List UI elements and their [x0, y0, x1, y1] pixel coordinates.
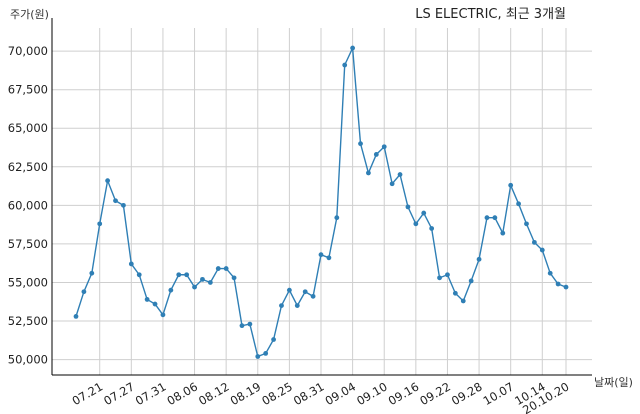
- data-point: [516, 201, 521, 207]
- data-point: [247, 321, 253, 327]
- data-point: [294, 303, 300, 308]
- data-point: [215, 266, 221, 271]
- data-point: [547, 270, 553, 276]
- x-tick-label: 08.06: [165, 379, 201, 408]
- data-point: [223, 266, 229, 271]
- data-point: [207, 280, 213, 285]
- data-point: [429, 226, 435, 231]
- data-point: [73, 313, 79, 319]
- data-point: [334, 215, 340, 221]
- data-point: [381, 144, 387, 150]
- data-point: [460, 298, 466, 304]
- data-point: [176, 272, 182, 278]
- data-point: [128, 261, 134, 267]
- data-point: [563, 284, 569, 290]
- data-point: [184, 272, 190, 278]
- data-point: [192, 284, 197, 290]
- axes: [51, 18, 592, 376]
- y-tick-label: 55,000: [8, 275, 48, 289]
- x-tick-label: 09.10: [354, 379, 390, 408]
- y-tick-label: 62,500: [8, 160, 48, 174]
- data-point: [555, 281, 561, 287]
- data-point: [476, 256, 482, 262]
- data-point: [302, 289, 308, 295]
- data-point: [531, 239, 537, 245]
- data-point: [421, 210, 427, 216]
- y-axis-title: 주가(원): [10, 8, 49, 21]
- price-series: [73, 45, 569, 359]
- data-point: [310, 293, 316, 299]
- data-point: [144, 297, 150, 302]
- data-point: [397, 172, 403, 177]
- data-point: [113, 198, 118, 204]
- x-tick-label: 07.21: [70, 379, 106, 408]
- data-point: [366, 170, 371, 176]
- data-point: [200, 276, 205, 282]
- data-point: [81, 289, 87, 295]
- y-tick-label: 60,000: [8, 198, 48, 212]
- data-point: [105, 178, 111, 184]
- data-point: [389, 181, 395, 187]
- data-point: [89, 270, 95, 276]
- data-point: [484, 215, 490, 221]
- data-point: [97, 221, 103, 227]
- y-tick-label: 67,500: [8, 83, 48, 97]
- data-point: [373, 152, 379, 157]
- y-tick-label: 65,000: [8, 121, 48, 135]
- grid-lines: [52, 28, 592, 375]
- x-tick-label: 09.04: [323, 379, 359, 408]
- data-point: [326, 255, 332, 261]
- data-point: [350, 45, 356, 51]
- y-tick-label: 50,000: [8, 353, 48, 367]
- data-point: [152, 301, 158, 307]
- x-tick-label: 09.28: [449, 379, 485, 408]
- chart-title: LS ELECTRIC, 최근 3개월: [415, 7, 566, 22]
- x-tick-label: 09.16: [386, 379, 422, 408]
- data-point: [286, 287, 292, 293]
- x-tick-label: 08.19: [228, 379, 264, 408]
- data-point: [255, 354, 261, 359]
- data-point: [342, 62, 348, 68]
- data-point: [405, 204, 411, 210]
- x-tick-label: 07.27: [101, 379, 137, 408]
- data-point: [271, 337, 276, 342]
- data-point: [136, 272, 142, 278]
- data-point: [121, 202, 126, 208]
- data-point: [279, 303, 284, 308]
- data-point: [437, 275, 442, 281]
- data-point: [445, 272, 450, 278]
- data-point: [160, 312, 166, 318]
- x-tick-label: 10.07: [481, 379, 517, 408]
- x-tick-label: 08.12: [196, 379, 232, 408]
- data-point: [500, 230, 506, 236]
- data-point: [508, 182, 514, 188]
- x-tick-label: 07.31: [133, 379, 169, 408]
- x-tick-label: 08.25: [259, 379, 295, 408]
- y-tick-labels: 50,000 52,500 55,000 57,500 60,000 62,500 65,0…: [8, 44, 48, 366]
- x-tick-labels: 07.2107.2707.3108.0608.1208.1908.2508.31…: [70, 379, 572, 414]
- data-point: [358, 141, 363, 147]
- x-axis-title: 날짜(일): [594, 375, 633, 389]
- x-tick-label: 08.31: [291, 379, 327, 408]
- y-tick-label: 52,500: [8, 314, 48, 328]
- y-tick-label: 70,000: [8, 44, 48, 58]
- y-tick-label: 57,500: [8, 237, 48, 251]
- data-point: [539, 247, 545, 253]
- data-point: [168, 287, 174, 293]
- data-point: [492, 215, 498, 221]
- data-point: [239, 323, 245, 329]
- data-point: [413, 221, 419, 227]
- x-tick-label: 09.22: [417, 379, 453, 408]
- data-point: [263, 351, 269, 356]
- data-point: [524, 221, 529, 227]
- data-point: [468, 278, 474, 284]
- data-point: [452, 290, 458, 296]
- data-point: [318, 252, 324, 258]
- data-point: [231, 275, 237, 281]
